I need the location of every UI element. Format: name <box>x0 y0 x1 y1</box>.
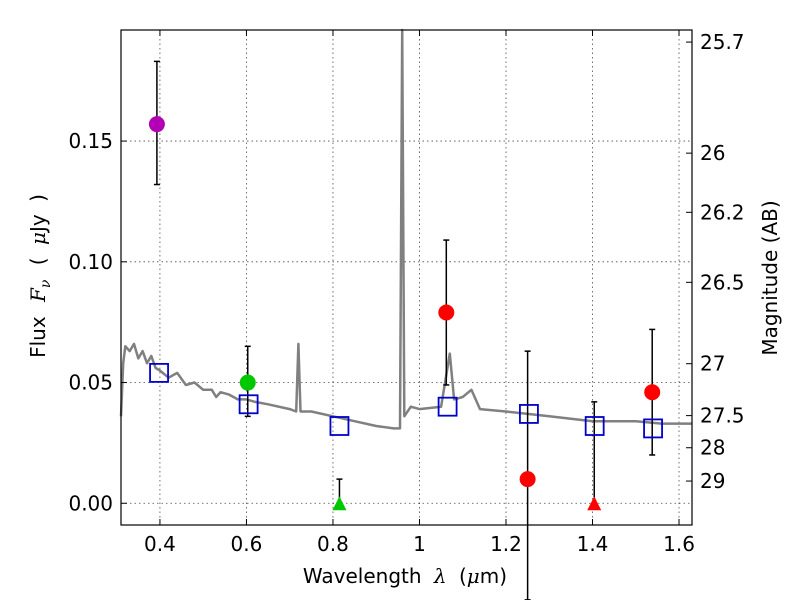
model-square <box>584 416 605 436</box>
model-square <box>238 394 259 415</box>
model-square <box>149 362 169 383</box>
y2-tick-label: 28 <box>700 436 725 460</box>
y-tick-label: 0.10 <box>68 250 113 274</box>
y-tick-label: 0.00 <box>68 491 113 515</box>
markers <box>148 116 663 511</box>
y2-tick-label: 26.2 <box>700 200 745 224</box>
data-point-triangle <box>332 496 347 511</box>
x-tick-label: 0.4 <box>144 532 176 556</box>
y2-axis-label: Magnitude (AB) <box>758 200 782 355</box>
y2-tick-label: 26 <box>700 141 725 165</box>
y-tick-label: 0.05 <box>68 371 113 395</box>
data-point-circle <box>644 384 661 401</box>
model-square <box>643 418 663 439</box>
plot-frame <box>120 29 693 526</box>
x-tick-label: 1 <box>413 532 426 556</box>
x-tick-label: 1.4 <box>577 532 609 556</box>
data-point-circle <box>239 374 256 391</box>
spectrum-line <box>119 28 692 430</box>
x-tick-label: 1.6 <box>663 532 695 556</box>
data-point-circle <box>438 304 455 321</box>
x-tick-label: 0.8 <box>317 532 349 556</box>
y2-tick-label: 27 <box>700 352 725 376</box>
y-tick-label: 0.15 <box>68 129 113 153</box>
y2-tick-label: 29 <box>700 469 725 493</box>
x-tick-label: 0.6 <box>231 532 263 556</box>
grid <box>121 30 692 525</box>
ticks: 0.4 0.6 0.8 1 1.2 1.4 1.6 0.00 0.05 0.10 0.15 25.7 2… <box>68 30 745 556</box>
model-square <box>519 404 539 424</box>
model-square <box>437 396 458 417</box>
data-point-circle <box>148 116 165 133</box>
model-square <box>329 416 350 436</box>
y2-tick-label: 26.5 <box>700 270 745 294</box>
spectrum-series <box>119 28 692 430</box>
y2-tick-label: 25.7 <box>700 30 745 54</box>
y-axis-label: Flux Fν ( μJy ) <box>26 194 55 358</box>
y2-tick-label: 27.5 <box>700 404 745 428</box>
data-point-triangle <box>587 496 602 511</box>
x-tick-label: 1.2 <box>490 532 522 556</box>
data-point-circle <box>519 471 536 488</box>
x-axis-label: Wavelength λ (μm) <box>303 564 507 588</box>
